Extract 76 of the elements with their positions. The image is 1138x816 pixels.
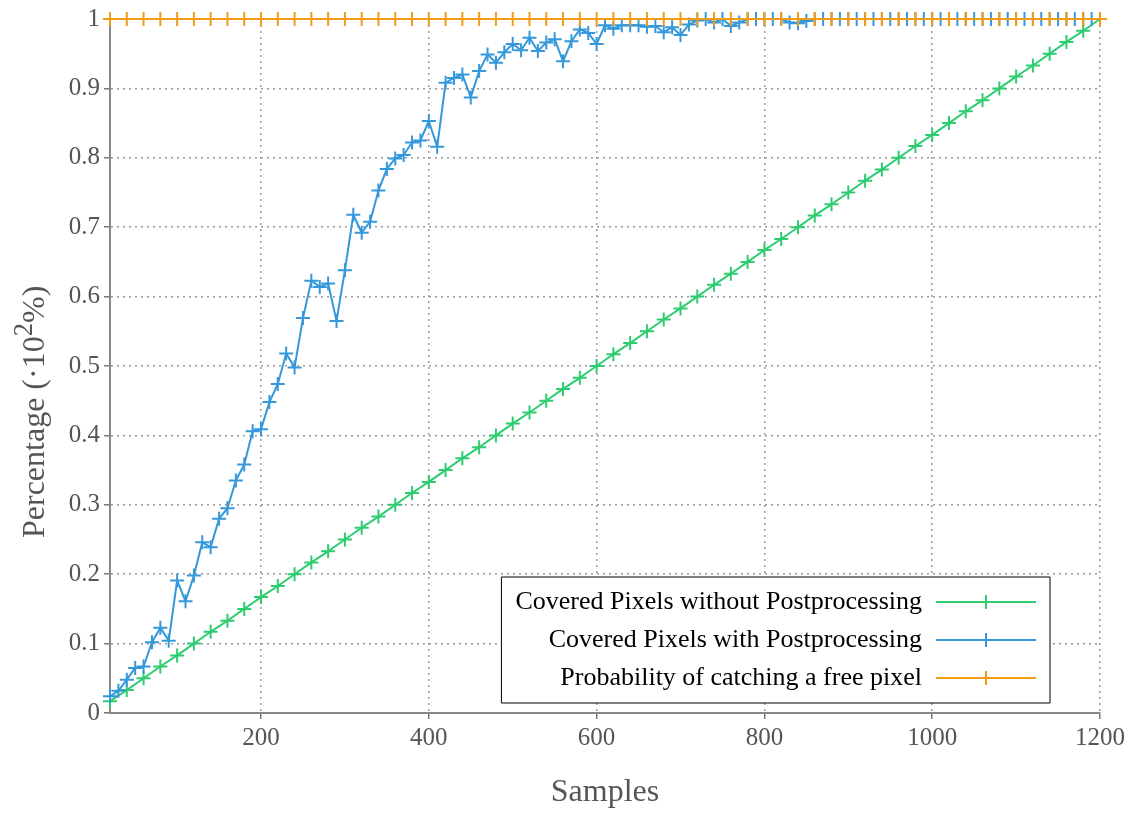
point	[202, 623, 219, 640]
y-tick-label: 1	[87, 3, 100, 31]
point	[152, 658, 169, 675]
point	[185, 635, 202, 652]
y-tick-label: 0.3	[68, 489, 100, 517]
point	[957, 103, 974, 120]
point	[404, 485, 421, 501]
point	[991, 80, 1008, 97]
point	[571, 369, 588, 386]
x-tick-label: 600	[577, 722, 616, 750]
point	[622, 335, 639, 352]
point	[739, 253, 756, 270]
point	[907, 138, 924, 154]
point	[504, 415, 521, 432]
point	[387, 496, 404, 513]
x-axis-title: Samples	[550, 772, 660, 809]
y-tick-label: 0.5	[68, 350, 100, 378]
point	[638, 323, 655, 340]
point	[286, 566, 303, 583]
point	[420, 473, 437, 490]
point	[353, 519, 370, 536]
point	[320, 543, 337, 560]
point	[655, 311, 672, 328]
point	[672, 300, 689, 317]
y-tick-label: 0.4	[68, 419, 101, 447]
point	[588, 358, 605, 374]
point	[873, 161, 890, 178]
y-tick-label: 0.7	[68, 211, 100, 239]
x-tick-label: 800	[745, 722, 784, 750]
point	[756, 242, 773, 259]
point	[538, 392, 555, 409]
point	[823, 196, 840, 213]
point	[890, 149, 907, 166]
point	[1058, 33, 1075, 50]
y-tick-label: 0.2	[68, 558, 100, 586]
y-tick-label: 0.9	[68, 72, 100, 100]
point	[555, 380, 572, 397]
point	[521, 404, 538, 421]
y-tick-label: 0.8	[68, 142, 100, 170]
point	[857, 172, 874, 189]
point	[336, 531, 353, 548]
point	[1008, 68, 1025, 85]
point	[940, 115, 957, 132]
point	[370, 508, 387, 525]
point	[253, 589, 270, 606]
y-tick-label: 0.6	[68, 281, 100, 309]
legend-label: Covered Pixels without Postprocessing	[515, 585, 922, 615]
point	[974, 92, 991, 109]
point	[706, 276, 723, 293]
y-tick-label: 0.1	[68, 628, 100, 656]
point	[236, 600, 253, 617]
point	[219, 612, 236, 629]
x-tick-label: 1200	[1075, 722, 1125, 750]
legend-label: Probability of catching a free pixel	[560, 661, 922, 691]
x-tick-label: 200	[242, 722, 280, 750]
point	[437, 462, 454, 479]
point	[840, 184, 857, 201]
point	[773, 231, 790, 247]
point	[269, 578, 286, 594]
point	[789, 219, 806, 236]
point	[454, 450, 471, 467]
point	[1024, 57, 1041, 74]
point	[471, 439, 488, 456]
point	[689, 288, 706, 305]
point	[487, 427, 504, 444]
x-tick-label: 400	[410, 722, 448, 750]
legend-label: Covered Pixels with Postprocessing	[548, 623, 922, 653]
y-tick-label: 0	[87, 697, 100, 725]
x-tick-label: 1000	[907, 722, 958, 750]
point	[605, 346, 622, 363]
point	[806, 207, 823, 224]
point	[722, 265, 739, 282]
point	[924, 126, 941, 143]
point	[303, 554, 320, 571]
point	[169, 647, 186, 664]
point	[1041, 45, 1058, 62]
